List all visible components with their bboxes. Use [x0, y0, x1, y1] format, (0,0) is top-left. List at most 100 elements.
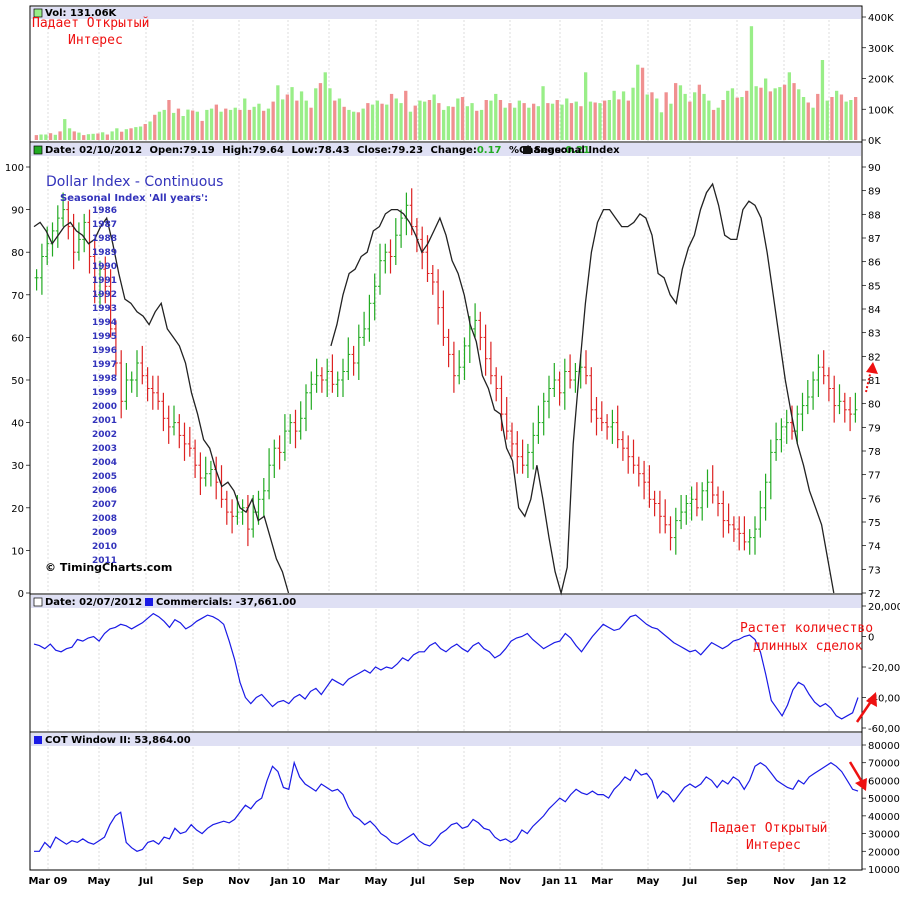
commercials-header: Commercials: -37,661.00	[156, 597, 296, 608]
volume-bar	[105, 134, 109, 140]
volume-bar	[361, 108, 365, 140]
grid-lines	[47, 20, 830, 869]
cot-tick-label: 30000	[868, 830, 900, 841]
volume-bar	[745, 90, 749, 140]
cot-tick-label: 80000	[868, 741, 900, 752]
volume-bar	[120, 131, 124, 140]
seasonal-year-label: 1989	[92, 248, 117, 258]
volume-bar	[636, 64, 640, 140]
seasonal-year-label: 1996	[92, 346, 117, 356]
volume-bar	[555, 100, 559, 140]
volume-bar	[333, 100, 337, 140]
volume-tick-label: 0K	[868, 136, 881, 147]
volume-bar	[271, 101, 275, 140]
volume-bar	[285, 94, 289, 140]
commercials-tick-label: 20,000	[868, 602, 900, 613]
volume-bar	[408, 111, 413, 140]
x-tick-label: Jul	[138, 876, 153, 887]
seasonal-year-label: 1993	[92, 304, 117, 314]
volume-bar	[640, 67, 645, 140]
volume-bar	[820, 60, 825, 140]
price-left-tick-label: 0	[18, 589, 24, 600]
price-left-tick-label: 10	[11, 546, 24, 557]
copyright: © TimingCharts.com	[45, 561, 172, 574]
volume-bar	[816, 93, 820, 140]
price-left-tick-label: 50	[11, 376, 24, 387]
annotation-cot-line2: Интерес	[746, 838, 801, 853]
commercials-legend-swatch	[145, 598, 153, 606]
volume-bar	[693, 92, 697, 140]
volume-bar	[688, 101, 692, 140]
volume-bar	[138, 126, 143, 140]
volume-bar	[617, 99, 621, 140]
commercials-tick-label: -40,000	[868, 694, 900, 705]
volume-bar	[475, 110, 479, 140]
volume-bar	[124, 129, 128, 140]
price-right-tick-label: 75	[868, 518, 881, 529]
volume-bar	[375, 100, 379, 140]
volume-bar	[659, 112, 664, 140]
x-tick-label: Nov	[773, 876, 795, 887]
volume-bar	[470, 103, 474, 140]
price-right-tick-label: 81	[868, 376, 881, 387]
price-high: High:79.64	[222, 145, 284, 156]
annotation-arrow-price	[865, 362, 878, 393]
volume-bar	[370, 104, 375, 140]
volume-bar	[730, 88, 735, 140]
volume-bar	[579, 106, 583, 140]
volume-header-strip	[31, 7, 861, 19]
volume-bar	[565, 98, 569, 140]
volume-bar	[337, 98, 342, 140]
volume-bar	[782, 84, 787, 141]
x-tick-label: Jul	[410, 876, 425, 887]
commercials-line	[33, 612, 859, 720]
volume-bar	[281, 99, 285, 140]
volume-bar	[228, 109, 233, 140]
volume-bar	[205, 109, 209, 140]
volume-bar	[148, 121, 152, 140]
volume-bar	[380, 103, 384, 140]
commercials-series-line	[33, 612, 859, 720]
annotation-commercials-line1: Растет количество	[740, 621, 873, 636]
volume-bar	[72, 131, 76, 140]
annotation-arrow-cot	[848, 761, 867, 791]
volume-bar	[726, 90, 730, 140]
volume-bar	[830, 97, 834, 140]
volume-bar	[825, 100, 829, 140]
seasonal-year-label: 2006	[92, 486, 117, 496]
annotation-cot-line1: Падает Открытый	[710, 821, 827, 836]
volume-bar	[172, 112, 176, 140]
volume-bar	[176, 108, 181, 140]
seasonal-years-list: 1986 1987 1988 1989 1990 1991 1992 1993 1994 1995…	[92, 206, 117, 566]
volume-bar	[67, 128, 72, 140]
volume-bar	[536, 106, 540, 140]
cot-tick-label: 50000	[868, 794, 900, 805]
cot-tick-label: 10000	[868, 865, 900, 876]
volume-bar	[295, 100, 299, 140]
volume-bar	[53, 134, 57, 140]
seasonal-year-label: 2009	[92, 528, 117, 538]
x-tick-label: Mar 09	[28, 876, 67, 887]
commercials-tick-label: -60,000	[868, 724, 900, 735]
volume-bar	[134, 127, 138, 140]
seasonal-year-label: 2001	[92, 416, 117, 426]
volume-bar	[318, 83, 323, 140]
volume-bar	[195, 111, 199, 140]
price-open: Open:79.19	[150, 145, 215, 156]
seasonal-year-label: 2004	[92, 458, 117, 468]
seasonal-year-label: 2010	[92, 542, 117, 552]
seasonal-header: Seasonal Index	[534, 145, 620, 156]
volume-bar	[683, 93, 687, 140]
price-left-tick-label: 80	[11, 248, 24, 259]
volume-bar	[550, 103, 555, 140]
price-right-tick-label: 80	[868, 400, 881, 411]
volume-bar	[276, 85, 280, 140]
cot-legend-swatch	[34, 736, 42, 744]
price-right-tick-label: 86	[868, 258, 881, 269]
volume-bar	[101, 132, 105, 140]
volume-bar	[404, 90, 408, 140]
volume-bar	[389, 93, 394, 140]
volume-bar	[650, 92, 654, 140]
commercials-legend-swatch-date	[33, 597, 43, 607]
price-left-tick-label: 90	[11, 206, 24, 217]
